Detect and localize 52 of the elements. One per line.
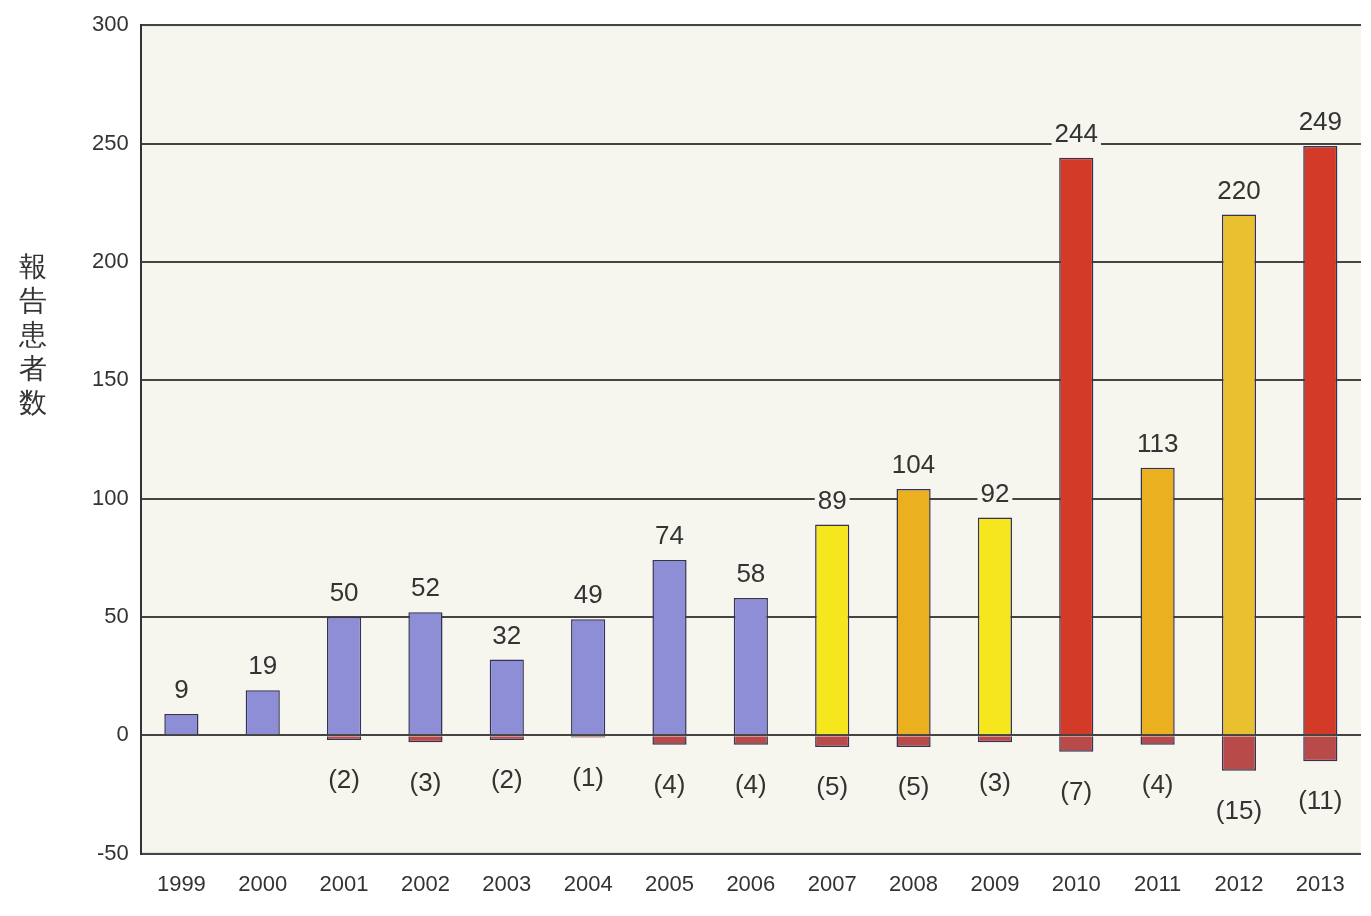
x-tick-label: 2002 (400, 870, 450, 896)
data-label: 32 (492, 619, 522, 650)
data-label: 220 (1217, 174, 1261, 205)
data-label: 244 (1054, 117, 1098, 148)
data-label: 19 (248, 650, 278, 681)
data-label: (2) (328, 764, 360, 795)
data-label: (15) (1215, 794, 1263, 825)
data-label: 89 (817, 484, 847, 515)
data-label: 52 (410, 572, 440, 603)
x-tick-label: 2011 (1133, 870, 1182, 896)
y-tick-label: 0 (116, 721, 129, 747)
x-tick-label: 1999 (156, 870, 206, 896)
y-tick-label: 50 (104, 602, 129, 628)
data-label: (4) (1141, 768, 1174, 799)
y-tick-label: -50 (96, 839, 129, 865)
data-label: (7) (1060, 776, 1093, 806)
x-tick-label: 2013 (1295, 870, 1345, 896)
data-label: 49 (573, 579, 603, 610)
data-label: (1) (572, 761, 605, 792)
data-label: 58 (736, 558, 766, 589)
data-label: (3) (979, 766, 1011, 797)
data-label: (5) (897, 771, 930, 802)
data-label: 113 (1136, 427, 1179, 458)
x-tick-label: 2004 (563, 870, 613, 896)
x-tick-label: 2000 (238, 870, 288, 896)
data-label: 104 (891, 449, 936, 480)
y-tick-label: 200 (91, 247, 129, 273)
y-tick-label: 150 (91, 366, 129, 392)
x-tick-label: 2006 (726, 870, 776, 896)
data-label: 92 (980, 477, 1010, 508)
x-tick-label: 2003 (482, 870, 532, 896)
y-tick-label: 250 (91, 129, 129, 155)
data-label: (5) (816, 771, 849, 802)
data-label: 74 (655, 520, 684, 551)
x-tick-label: 2001 (319, 870, 369, 896)
x-tick-label: 2005 (645, 870, 694, 896)
x-tick-label: 2010 (1051, 870, 1101, 896)
y-axis-title: 報告患者数 (18, 250, 48, 420)
data-label: (2) (490, 764, 523, 795)
x-tick-label: 2008 (889, 870, 939, 896)
data-label: 249 (1298, 106, 1343, 137)
data-label: (3) (409, 766, 442, 797)
data-label: (4) (653, 768, 686, 799)
y-tick-label: 300 (91, 11, 129, 37)
data-label: 50 (329, 577, 359, 608)
y-tick-label: 100 (91, 484, 129, 510)
data-label: (11) (1298, 785, 1343, 816)
data-label: (4) (734, 768, 767, 799)
x-tick-label: 2009 (970, 870, 1020, 896)
x-tick-label: 2007 (807, 870, 857, 896)
data-label: 9 (174, 674, 189, 705)
x-tick-label: 2012 (1214, 870, 1264, 896)
